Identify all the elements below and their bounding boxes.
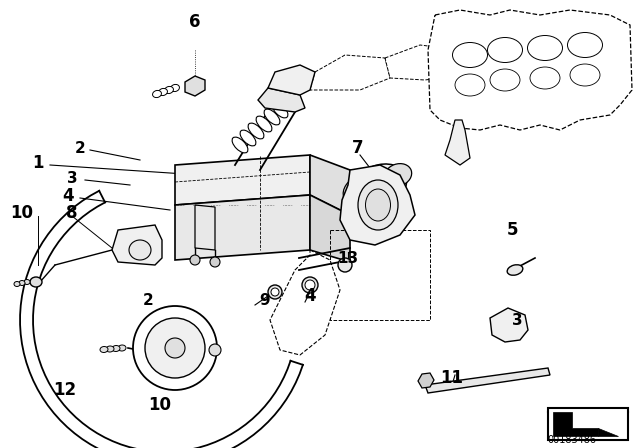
- Polygon shape: [385, 45, 460, 80]
- Text: 9: 9: [260, 293, 270, 307]
- Polygon shape: [195, 205, 215, 250]
- Text: 1: 1: [32, 154, 44, 172]
- Ellipse shape: [530, 67, 560, 89]
- Circle shape: [190, 255, 200, 265]
- Ellipse shape: [305, 280, 315, 290]
- Polygon shape: [258, 88, 305, 112]
- Ellipse shape: [264, 109, 280, 125]
- Ellipse shape: [272, 102, 288, 118]
- Ellipse shape: [280, 95, 296, 111]
- Ellipse shape: [570, 64, 600, 86]
- Ellipse shape: [365, 189, 390, 221]
- Polygon shape: [490, 308, 528, 342]
- Ellipse shape: [358, 180, 398, 230]
- Text: 3: 3: [512, 313, 522, 327]
- Ellipse shape: [106, 346, 114, 352]
- Polygon shape: [340, 165, 415, 245]
- Polygon shape: [310, 55, 390, 90]
- Ellipse shape: [232, 137, 248, 153]
- Polygon shape: [175, 155, 310, 205]
- Text: 6: 6: [189, 13, 201, 31]
- Ellipse shape: [507, 265, 523, 275]
- Ellipse shape: [100, 346, 108, 353]
- Circle shape: [165, 338, 185, 358]
- Circle shape: [133, 306, 217, 390]
- Polygon shape: [598, 428, 618, 436]
- Polygon shape: [112, 225, 162, 265]
- Ellipse shape: [568, 33, 602, 57]
- Polygon shape: [445, 120, 470, 165]
- Ellipse shape: [129, 240, 151, 260]
- Ellipse shape: [118, 345, 126, 351]
- Ellipse shape: [455, 74, 485, 96]
- Ellipse shape: [452, 43, 488, 68]
- Text: 10: 10: [10, 204, 33, 222]
- Ellipse shape: [256, 116, 272, 132]
- Circle shape: [145, 318, 205, 378]
- Ellipse shape: [14, 281, 20, 287]
- Ellipse shape: [240, 130, 256, 146]
- Polygon shape: [310, 195, 350, 262]
- Polygon shape: [268, 65, 315, 95]
- Bar: [330, 230, 430, 320]
- Ellipse shape: [248, 123, 264, 139]
- Text: 4: 4: [62, 187, 74, 205]
- Polygon shape: [425, 368, 550, 393]
- Polygon shape: [310, 155, 350, 215]
- Text: 2: 2: [143, 293, 154, 307]
- Text: 5: 5: [506, 221, 518, 239]
- Ellipse shape: [159, 88, 168, 95]
- Polygon shape: [185, 76, 205, 96]
- Ellipse shape: [384, 164, 412, 186]
- Ellipse shape: [271, 288, 279, 296]
- Text: 4: 4: [304, 287, 316, 305]
- Polygon shape: [553, 412, 598, 436]
- Ellipse shape: [527, 35, 563, 60]
- Text: 12: 12: [53, 381, 77, 399]
- Ellipse shape: [170, 84, 179, 91]
- Ellipse shape: [19, 280, 25, 285]
- Ellipse shape: [338, 258, 352, 272]
- Ellipse shape: [488, 38, 522, 63]
- Text: 3: 3: [67, 171, 77, 185]
- Text: 00183486: 00183486: [547, 435, 596, 445]
- Ellipse shape: [24, 280, 30, 284]
- Text: 11: 11: [440, 369, 463, 387]
- Polygon shape: [428, 10, 632, 130]
- Ellipse shape: [164, 86, 173, 94]
- Ellipse shape: [112, 345, 120, 352]
- Circle shape: [210, 257, 220, 267]
- Text: 2: 2: [75, 141, 85, 155]
- Polygon shape: [175, 195, 310, 260]
- Text: 8: 8: [67, 204, 77, 222]
- Text: 10: 10: [148, 396, 172, 414]
- Polygon shape: [418, 373, 434, 388]
- Text: 13: 13: [337, 250, 358, 266]
- Ellipse shape: [302, 277, 318, 293]
- Polygon shape: [270, 250, 340, 355]
- Text: 7: 7: [352, 139, 364, 157]
- Ellipse shape: [343, 173, 387, 207]
- Circle shape: [209, 344, 221, 356]
- Ellipse shape: [353, 164, 407, 206]
- Bar: [548, 408, 628, 440]
- Ellipse shape: [268, 285, 282, 299]
- Ellipse shape: [152, 90, 161, 98]
- Ellipse shape: [30, 277, 42, 287]
- Ellipse shape: [490, 69, 520, 91]
